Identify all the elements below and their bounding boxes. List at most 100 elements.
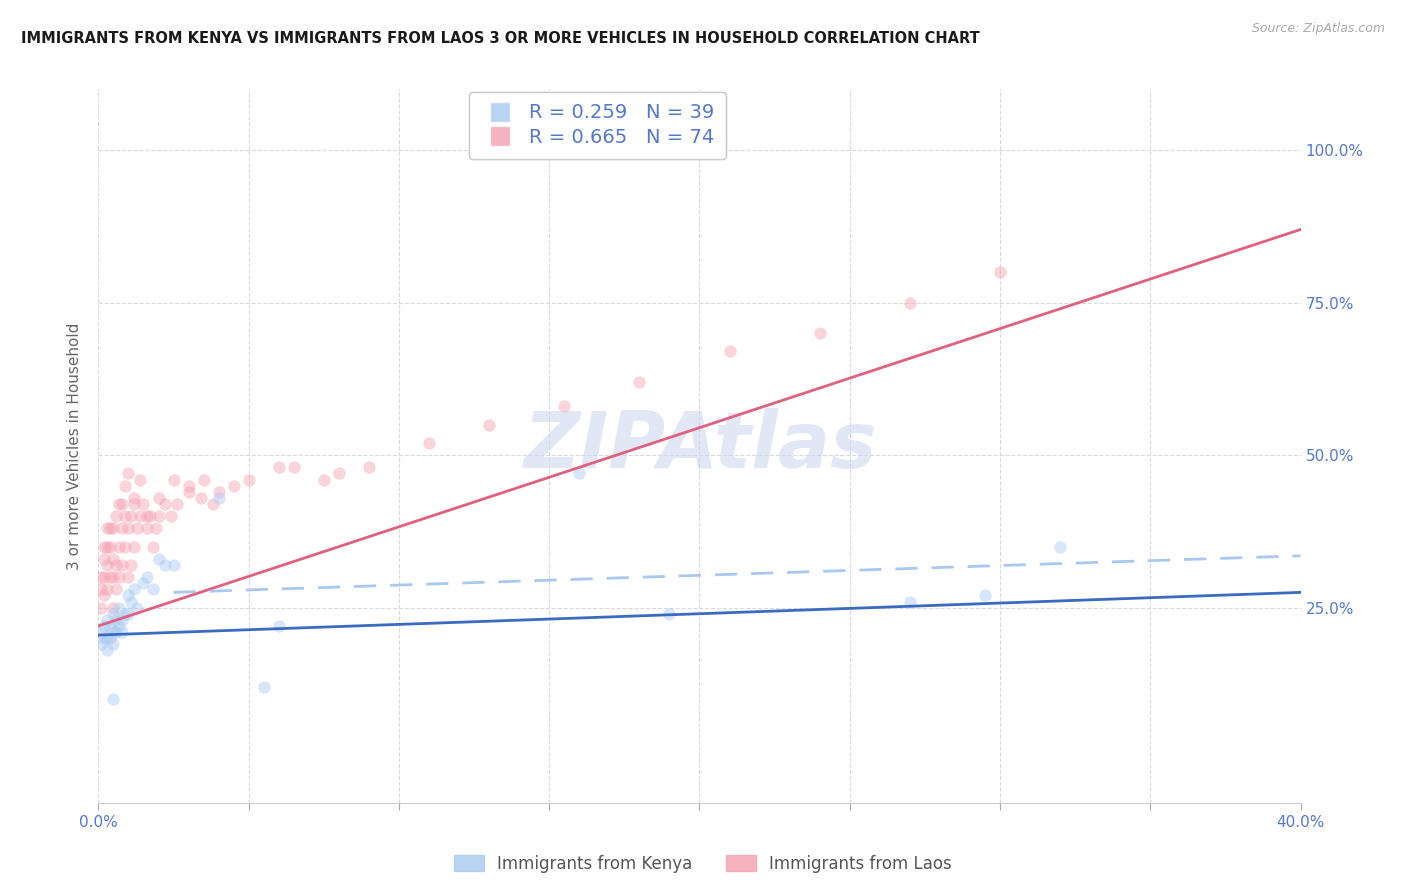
Point	[114, 509, 136, 524]
Point	[111, 613, 134, 627]
Point	[253, 680, 276, 694]
Point	[96, 540, 118, 554]
Point	[357, 460, 380, 475]
Point	[117, 467, 139, 481]
Point	[898, 594, 921, 608]
Point	[808, 326, 831, 341]
Point	[103, 570, 125, 584]
Point	[127, 521, 149, 535]
Y-axis label: 3 or more Vehicles in Household: 3 or more Vehicles in Household	[67, 322, 83, 570]
Point	[90, 582, 112, 597]
Point	[100, 521, 122, 535]
Point	[117, 521, 139, 535]
Point	[105, 509, 128, 524]
Point	[898, 295, 921, 310]
Point	[121, 594, 143, 608]
Point	[124, 491, 146, 505]
Point	[103, 607, 125, 621]
Point	[159, 509, 181, 524]
Point	[108, 619, 131, 633]
Point	[222, 478, 245, 492]
Point	[166, 497, 188, 511]
Text: Source: ZipAtlas.com: Source: ZipAtlas.com	[1251, 22, 1385, 36]
Point	[124, 497, 146, 511]
Point	[103, 637, 125, 651]
Point	[100, 540, 122, 554]
Point	[90, 637, 112, 651]
Point	[138, 509, 160, 524]
Point	[105, 613, 128, 627]
Point	[117, 607, 139, 621]
Point	[267, 619, 290, 633]
Point	[108, 497, 131, 511]
Point	[177, 478, 200, 492]
Point	[93, 570, 115, 584]
Point	[132, 576, 155, 591]
Point	[103, 600, 125, 615]
Point	[568, 467, 591, 481]
Point	[129, 473, 152, 487]
Text: IMMIGRANTS FROM KENYA VS IMMIGRANTS FROM LAOS 3 OR MORE VEHICLES IN HOUSEHOLD CO: IMMIGRANTS FROM KENYA VS IMMIGRANTS FROM…	[21, 31, 980, 46]
Point	[974, 589, 997, 603]
Point	[100, 631, 122, 645]
Point	[141, 582, 163, 597]
Point	[121, 509, 143, 524]
Point	[96, 582, 118, 597]
Point	[90, 600, 112, 615]
Point	[93, 619, 115, 633]
Point	[93, 589, 115, 603]
Point	[238, 473, 260, 487]
Point	[162, 558, 184, 572]
Point	[105, 582, 128, 597]
Point	[127, 600, 149, 615]
Point	[135, 570, 157, 584]
Point	[267, 460, 290, 475]
Point	[418, 436, 440, 450]
Point	[111, 521, 134, 535]
Point	[96, 643, 118, 657]
Point	[121, 558, 143, 572]
Point	[478, 417, 501, 432]
Point	[148, 491, 170, 505]
Point	[100, 570, 122, 584]
Point	[718, 344, 741, 359]
Point	[153, 497, 176, 511]
Point	[628, 375, 651, 389]
Point	[328, 467, 350, 481]
Point	[201, 497, 224, 511]
Point	[193, 473, 215, 487]
Point	[141, 540, 163, 554]
Point	[103, 551, 125, 566]
Point	[103, 521, 125, 535]
Text: ZIPAtlas: ZIPAtlas	[523, 408, 876, 484]
Point	[103, 625, 125, 640]
Point	[553, 400, 575, 414]
Point	[93, 540, 115, 554]
Point	[96, 613, 118, 627]
Point	[117, 589, 139, 603]
Point	[1049, 540, 1071, 554]
Point	[108, 600, 131, 615]
Legend: R = 0.259   N = 39, R = 0.665   N = 74: R = 0.259 N = 39, R = 0.665 N = 74	[468, 92, 725, 159]
Point	[124, 540, 146, 554]
Point	[108, 570, 131, 584]
Point	[90, 625, 112, 640]
Point	[177, 484, 200, 499]
Point	[96, 521, 118, 535]
Point	[148, 551, 170, 566]
Point	[153, 558, 176, 572]
Point	[117, 570, 139, 584]
Point	[129, 509, 152, 524]
Point	[190, 491, 212, 505]
Point	[145, 521, 167, 535]
Point	[105, 625, 128, 640]
Point	[108, 540, 131, 554]
Point	[93, 551, 115, 566]
Point	[114, 478, 136, 492]
Point	[132, 497, 155, 511]
Point	[988, 265, 1011, 279]
Point	[111, 625, 134, 640]
Point	[135, 509, 157, 524]
Point	[208, 484, 231, 499]
Point	[114, 540, 136, 554]
